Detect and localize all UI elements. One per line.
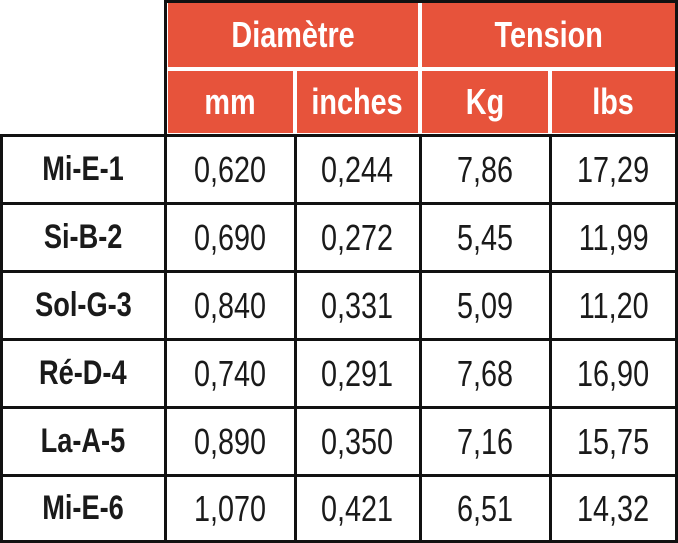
- value-cell-text: 1,070: [193, 487, 267, 529]
- row-label: Si-B-2: [0, 202, 167, 273]
- row-label: Mi-E-1: [0, 134, 167, 205]
- value-cell-text: 0,291: [321, 352, 394, 394]
- value-cell-text: 0,890: [193, 420, 267, 462]
- value-cell: 7,16: [418, 406, 552, 477]
- row-label-text: La-A-5: [40, 422, 126, 460]
- group-header: Tension: [420, 1, 677, 69]
- row-label: Mi-E-6: [0, 474, 167, 543]
- value-cell: 5,09: [418, 270, 552, 341]
- value-cell-text: 5,45: [456, 216, 514, 258]
- value-cell-text: 0,350: [321, 420, 394, 462]
- value-cell: 0,272: [293, 202, 422, 273]
- value-cell: 0,331: [293, 270, 422, 341]
- row-label-text: Ré-D-4: [39, 354, 128, 392]
- value-cell-text: 5,09: [456, 284, 514, 326]
- row-label-text: Si-B-2: [43, 218, 123, 256]
- row-label-text: Mi-E-6: [42, 489, 125, 527]
- value-cell-text: 0,690: [193, 216, 267, 258]
- value-cell: 11,99: [548, 202, 678, 273]
- value-cell: 0,840: [163, 270, 297, 341]
- unit-header-text: Kg: [465, 81, 505, 122]
- value-cell: 7,68: [418, 338, 552, 409]
- unit-header-text: lbs: [592, 81, 635, 122]
- value-cell-text: 0,331: [321, 284, 394, 326]
- value-cell-text: 7,86: [456, 148, 514, 190]
- value-cell: 0,690: [163, 202, 297, 273]
- unit-header-text: mm: [204, 81, 257, 122]
- value-cell: 5,45: [418, 202, 552, 273]
- row-label-text: Sol-G-3: [34, 286, 132, 324]
- row-label: Ré-D-4: [0, 338, 167, 409]
- value-cell-text: 11,20: [578, 284, 649, 326]
- value-cell-text: 11,99: [578, 216, 649, 258]
- value-cell-text: 0,740: [193, 352, 267, 394]
- group-header-text: Diamètre: [231, 14, 355, 55]
- unit-header: mm: [166, 69, 295, 135]
- unit-header: lbs: [550, 69, 677, 135]
- value-cell: 7,86: [418, 134, 552, 205]
- unit-header-text: inches: [311, 81, 404, 122]
- group-header-text: Tension: [494, 14, 603, 55]
- row-label-text: Mi-E-1: [42, 150, 125, 188]
- value-cell-text: 0,272: [321, 216, 394, 258]
- value-cell: 0,421: [293, 474, 422, 543]
- unit-header: Kg: [420, 69, 550, 135]
- value-cell-text: 0,840: [193, 284, 267, 326]
- row-label: La-A-5: [0, 406, 167, 477]
- row-label: Sol-G-3: [0, 270, 167, 341]
- value-cell: 16,90: [548, 338, 678, 409]
- value-cell: 1,070: [163, 474, 297, 543]
- value-cell-text: 6,51: [456, 487, 514, 529]
- value-cell-text: 15,75: [577, 420, 650, 462]
- value-cell-text: 16,90: [577, 352, 650, 394]
- value-cell-text: 0,244: [321, 148, 394, 190]
- value-cell: 15,75: [548, 406, 678, 477]
- value-cell: 0,350: [293, 406, 422, 477]
- value-cell: 11,20: [548, 270, 678, 341]
- group-header: Diamètre: [166, 1, 420, 69]
- value-cell: 14,32: [548, 474, 678, 543]
- value-cell-text: 0,620: [193, 148, 267, 190]
- value-cell-text: 14,32: [577, 487, 650, 529]
- value-cell: 0,244: [293, 134, 422, 205]
- value-cell: 6,51: [418, 474, 552, 543]
- value-cell-text: 0,421: [321, 487, 394, 529]
- value-cell-text: 17,29: [577, 148, 650, 190]
- value-cell: 0,291: [293, 338, 422, 409]
- value-cell-text: 7,16: [456, 420, 514, 462]
- value-cell-text: 7,68: [456, 352, 514, 394]
- value-cell: 0,740: [163, 338, 297, 409]
- value-cell: 17,29: [548, 134, 678, 205]
- value-cell: 0,890: [163, 406, 297, 477]
- value-cell: 0,620: [163, 134, 297, 205]
- unit-header: inches: [295, 69, 420, 135]
